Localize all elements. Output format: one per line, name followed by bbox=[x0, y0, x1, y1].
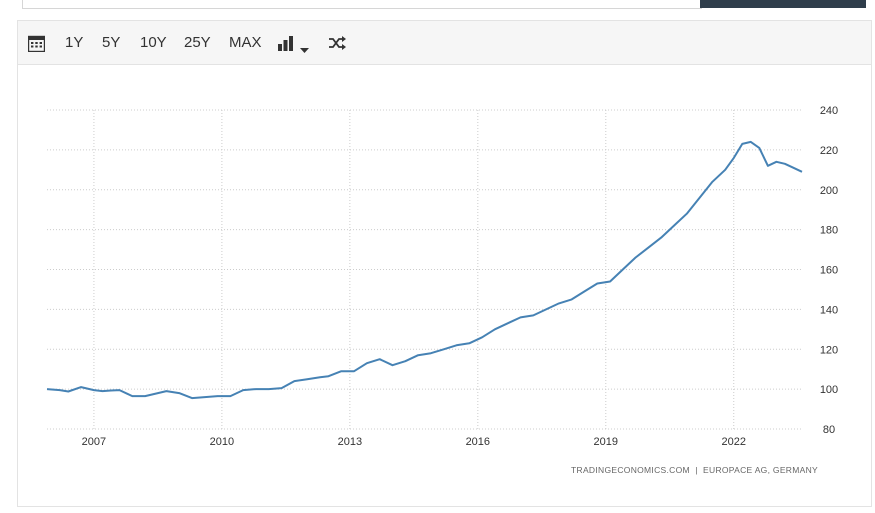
series-line bbox=[46, 140, 803, 400]
range-10y-button[interactable]: 10Y bbox=[140, 34, 167, 51]
header-button[interactable] bbox=[700, 0, 866, 8]
range-25y-button[interactable]: 25Y bbox=[184, 34, 211, 51]
range-1y-button[interactable]: 1Y bbox=[65, 34, 84, 51]
chart-toolbar: 1Y 5Y 10Y 25Y MAX bbox=[18, 21, 871, 65]
calendar-icon[interactable] bbox=[27, 35, 46, 57]
source-credit: TRADINGECONOMICS.COM | EUROPACE AG, GERM… bbox=[571, 465, 818, 475]
y-tick-label: 180 bbox=[820, 225, 838, 237]
y-tick-label: 240 bbox=[820, 105, 838, 117]
x-tick-label: 2007 bbox=[82, 436, 106, 448]
y-tick-label: 160 bbox=[820, 265, 838, 277]
shuffle-icon[interactable] bbox=[328, 35, 346, 56]
x-tick-label: 2016 bbox=[466, 436, 490, 448]
range-max-button[interactable]: MAX bbox=[229, 34, 262, 51]
grid-lines bbox=[47, 109, 802, 430]
range-5y-button[interactable]: 5Y bbox=[102, 34, 121, 51]
x-tick-label: 2010 bbox=[210, 436, 234, 448]
x-tick-label: 2013 bbox=[338, 436, 362, 448]
y-tick-label: 220 bbox=[820, 145, 838, 157]
y-axis-ticks: 80 100 120 140 160 180 200 220 240 bbox=[820, 105, 838, 436]
y-tick-label: 100 bbox=[820, 384, 838, 396]
bar-chart-icon[interactable] bbox=[278, 36, 294, 56]
search-input[interactable] bbox=[22, 0, 702, 9]
x-tick-label: 2022 bbox=[722, 436, 746, 448]
chart-panel: 1Y 5Y 10Y 25Y MAX 80 100 bbox=[17, 20, 872, 507]
x-axis-ticks: 2007 2010 2013 2016 2019 2022 bbox=[82, 436, 746, 448]
y-tick-label: 200 bbox=[820, 185, 838, 197]
chevron-down-icon[interactable] bbox=[300, 41, 309, 59]
x-tick-label: 2019 bbox=[594, 436, 618, 448]
y-tick-label: 120 bbox=[820, 344, 838, 356]
series-layer bbox=[46, 140, 803, 400]
y-tick-label: 140 bbox=[820, 304, 838, 316]
y-tick-label: 80 bbox=[823, 424, 835, 436]
